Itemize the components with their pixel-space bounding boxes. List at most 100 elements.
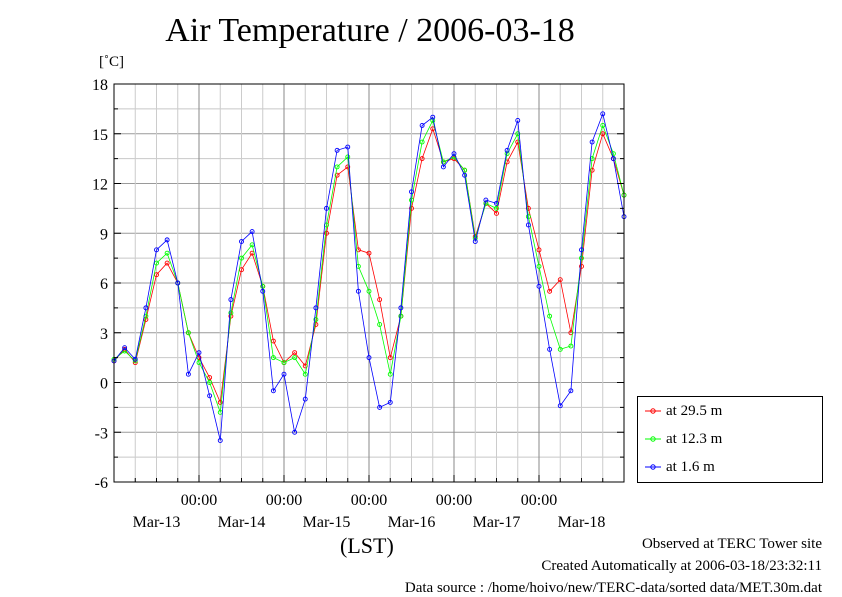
data-point [440,164,446,170]
y-tick-label: -3 [95,425,108,442]
data-point [398,313,404,319]
y-tick-label: 15 [92,127,108,144]
data-point [185,330,191,336]
data-point [515,118,521,123]
data-point [547,346,553,352]
y-tick-label: 9 [100,226,108,243]
data-point [366,250,372,256]
data-point [557,403,563,409]
legend-item-1-6m: at 1.6 m [644,458,715,476]
x-tick-label-time: 00:00 [266,492,302,509]
data-point [440,159,446,165]
data-point [600,131,606,137]
data-point [270,338,276,344]
y-tick-label: 12 [92,177,108,194]
data-point [122,348,128,354]
data-point [504,147,510,153]
x-tick-label-time: 00:00 [521,492,557,509]
y-tick-label: 3 [100,326,108,343]
x-tick-label-time: 00:00 [351,492,387,509]
data-point [610,156,616,162]
data-point [547,313,553,319]
footer-site: Observed at TERC Tower site [641,536,822,552]
x-tick-label-date: Mar-15 [303,514,351,531]
data-point [494,210,499,216]
data-point [207,393,213,399]
data-point [217,399,223,405]
x-tick-label-date: Mar-17 [473,514,521,531]
legend-marker-29-5m [645,408,661,414]
data-point [164,260,170,266]
data-point [472,234,478,240]
data-point [302,396,308,402]
data-point [579,255,584,261]
data-point [387,371,393,377]
data-point [281,360,287,366]
footer-source: Data source : /home/hoivo/new/TERC-data/… [404,580,822,596]
data-point [494,200,499,206]
x-tick-label-date: Mar-16 [388,514,436,531]
data-point [366,355,372,361]
data-point [462,167,468,173]
data-point [536,263,542,269]
y-tick-label: 18 [92,77,108,94]
data-point [260,288,266,294]
x-tick-label-time: 00:00 [436,492,472,509]
data-point [324,230,329,236]
data-point [409,205,414,211]
legend-marker-1-6m [645,464,661,470]
data-point [228,310,234,316]
data-point [568,343,574,349]
data-point [122,345,128,351]
data-point [579,263,584,269]
y-axis-unit-label: [˚C] [99,54,124,70]
data-point [313,305,319,311]
data-point [525,222,531,228]
data-point [600,111,606,117]
data-point [345,164,351,170]
data-point [483,197,489,203]
data-point [292,355,298,361]
series-layer [111,111,627,443]
data-point [175,280,181,286]
data-point [568,388,574,394]
series-2 [111,111,627,443]
data-point [239,255,244,261]
data-point [557,346,563,352]
data-point [217,438,223,443]
data-point [185,371,191,377]
legend-label-12-3m: at 12.3 m [666,430,723,447]
footer-created: Created Automatically at 2006-03-18/23:3… [541,558,822,574]
data-point [270,355,276,361]
data-point [430,114,436,120]
legend-label-29-5m: at 29.5 m [666,402,723,419]
data-point [281,371,287,377]
data-point [249,229,255,235]
data-point [589,139,595,145]
series-line [113,119,625,413]
chart-title: Air Temperature / 2006-03-18 [165,12,575,49]
data-point [292,429,298,435]
data-point [164,250,170,256]
data-point [419,156,425,162]
data-point [239,239,244,244]
data-point [494,205,499,211]
data-point [409,197,414,203]
x-tick-label-date: Mar-14 [218,514,266,531]
data-point [196,350,202,356]
x-tick-label-date: Mar-13 [133,514,181,531]
data-point [154,260,159,266]
data-point [547,288,553,294]
data-point [377,322,383,327]
data-point [345,154,351,160]
y-tick-label: -6 [95,475,108,492]
legend-label-1-6m: at 1.6 m [666,458,715,475]
data-point [451,151,457,157]
data-point [536,247,542,253]
data-point [579,247,584,253]
data-point [419,123,425,128]
data-point [334,164,340,170]
series-line [113,112,625,441]
